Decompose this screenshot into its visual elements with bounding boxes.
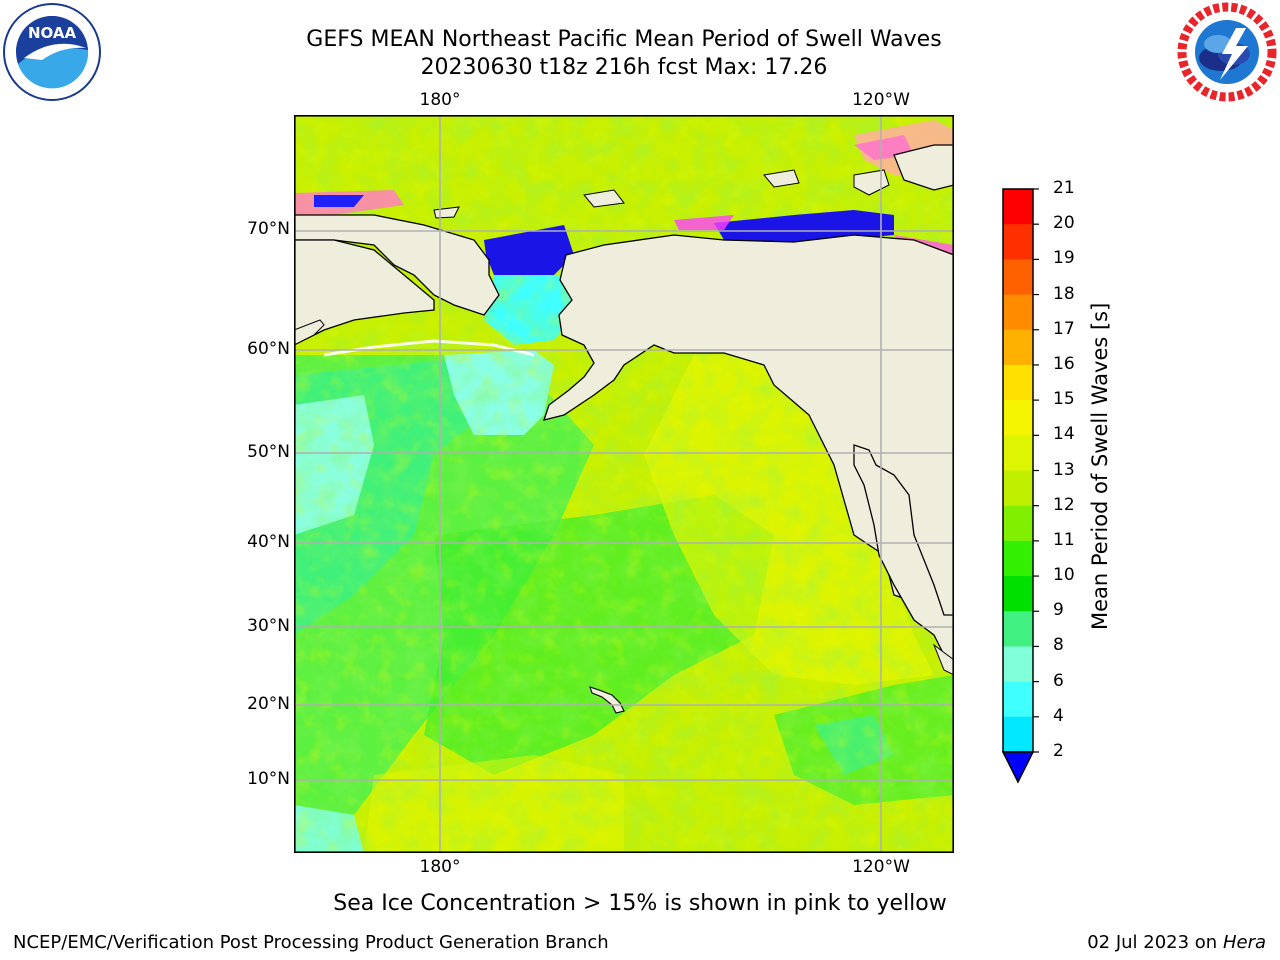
colorbar-band xyxy=(1003,505,1033,542)
colorbar-band xyxy=(1003,576,1033,612)
colorbar-tick-label: 6 xyxy=(1053,670,1064,691)
colorbar-band xyxy=(1003,611,1033,647)
lat-label: 70°N xyxy=(247,219,290,239)
lat-label: 50°N xyxy=(247,442,290,462)
map-panel xyxy=(294,115,954,853)
chart-title: GEFS MEAN Northeast Pacific Mean Period … xyxy=(306,27,942,52)
lon-label-bottom: 120°W xyxy=(852,857,910,877)
colorbar-tick-label: 20 xyxy=(1053,213,1075,234)
graticule xyxy=(294,115,954,853)
colorbar-band xyxy=(1003,681,1033,718)
colorbar-label: Mean Period of Swell Waves [s] xyxy=(1088,302,1112,630)
chart-subtitle: 20230630 t18z 216h fcst Max: 17.26 xyxy=(420,55,828,80)
colorbar-tick-label: 14 xyxy=(1053,424,1075,445)
lat-label: 30°N xyxy=(247,616,290,636)
footer-date: 02 Jul 2023 on Hera xyxy=(1087,932,1266,953)
colorbar-tick-label: 4 xyxy=(1053,705,1064,726)
lat-label: 10°N xyxy=(247,769,290,789)
lon-label-bottom: 180° xyxy=(419,857,461,877)
colorbar xyxy=(1001,188,1039,784)
footer-credit: NCEP/EMC/Verification Post Processing Pr… xyxy=(13,932,609,953)
sea-ice-note: Sea Ice Concentration > 15% is shown in … xyxy=(333,891,947,916)
colorbar-extend xyxy=(1001,751,1035,784)
colorbar-band xyxy=(1003,224,1033,260)
colorbar-tick-label: 17 xyxy=(1053,318,1075,339)
lon-label-top: 120°W xyxy=(852,90,910,110)
colorbar-tick-label: 15 xyxy=(1053,389,1075,410)
nws-logo xyxy=(1177,2,1277,102)
lat-label: 40°N xyxy=(247,532,290,552)
colorbar-band xyxy=(1003,259,1033,296)
colorbar-tick-label: 13 xyxy=(1053,459,1075,480)
colorbar-band xyxy=(1003,646,1033,683)
colorbar-tick-label: 21 xyxy=(1053,178,1075,198)
colorbar-band xyxy=(1003,189,1033,225)
footer-date-text: 02 Jul 2023 on xyxy=(1087,932,1223,953)
colorbar-tick-label: 18 xyxy=(1053,283,1075,304)
colorbar-band xyxy=(1003,716,1033,753)
colorbar-band xyxy=(1003,329,1033,366)
colorbar-band xyxy=(1003,540,1033,577)
colorbar-tick-label: 11 xyxy=(1053,529,1075,550)
colorbar-band xyxy=(1003,470,1033,507)
colorbar-band xyxy=(1003,364,1033,401)
lon-label-top: 180° xyxy=(419,90,461,110)
colorbar-tick-label: 12 xyxy=(1053,494,1075,515)
noaa-logo: NOAA xyxy=(3,3,101,101)
colorbar-band xyxy=(1003,435,1033,471)
colorbar-band xyxy=(1003,400,1033,436)
noaa-logo-text: NOAA xyxy=(28,24,77,42)
colorbar-tick-label: 19 xyxy=(1053,248,1075,269)
colorbar-tick-label: 2 xyxy=(1053,741,1064,761)
colorbar-tick-label: 9 xyxy=(1053,600,1064,621)
footer-machine: Hera xyxy=(1222,932,1266,953)
colorbar-band xyxy=(1003,294,1033,331)
colorbar-tick-label: 16 xyxy=(1053,353,1075,374)
lat-label: 60°N xyxy=(247,339,290,359)
lat-label: 20°N xyxy=(247,694,290,714)
colorbar-tick-label: 10 xyxy=(1053,565,1075,586)
colorbar-tick-label: 8 xyxy=(1053,635,1064,656)
